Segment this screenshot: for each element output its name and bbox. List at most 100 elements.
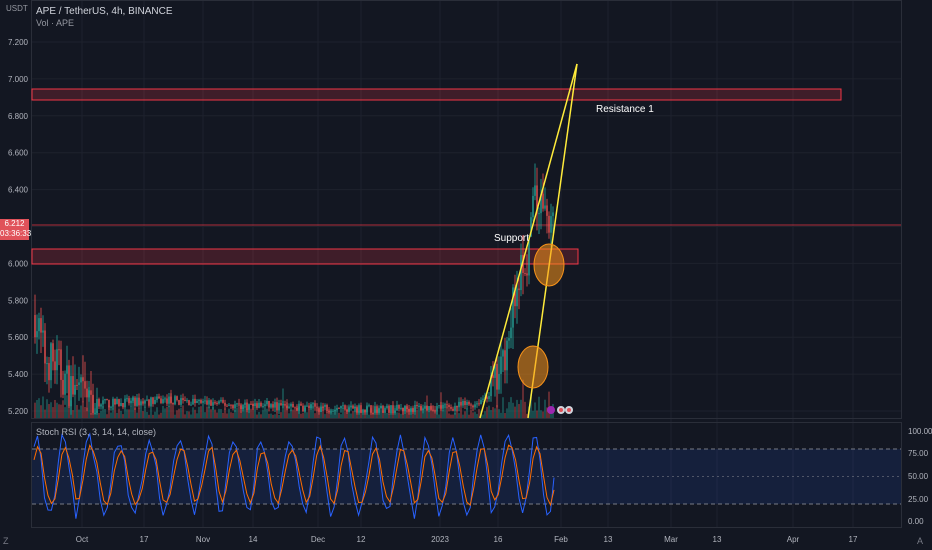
volume-bar: [326, 411, 328, 418]
volume-bar: [514, 406, 516, 418]
stoch-legend[interactable]: Stoch RSI (3, 3, 14, 14, close): [36, 427, 157, 437]
volume-bar: [336, 410, 338, 418]
candle-body: [390, 405, 392, 413]
candle-body: [388, 405, 390, 413]
volume-bar: [154, 411, 156, 418]
candle-body: [470, 404, 472, 406]
volume-bar: [436, 411, 438, 418]
volume-bar: [202, 406, 204, 418]
volume-bar: [540, 410, 542, 418]
candle-body: [156, 396, 158, 400]
candle-body: [126, 398, 128, 400]
candle-body: [366, 405, 368, 413]
candle-body: [398, 404, 400, 409]
candle-body: [304, 405, 306, 412]
volume-bar: [64, 407, 66, 418]
volume-bar: [102, 405, 104, 418]
volume-bar: [484, 411, 486, 418]
volume-bar: [384, 414, 386, 418]
price-candles: [34, 163, 554, 415]
candle-body: [284, 404, 286, 406]
candle-body: [410, 408, 412, 412]
zoom-icon[interactable]: Z: [3, 536, 9, 546]
volume-bar: [488, 405, 490, 418]
stoch-pane-border: [31, 422, 902, 528]
highlight-circle-lower[interactable]: [517, 345, 549, 389]
auto-scale-icon[interactable]: A: [917, 536, 924, 546]
candle-body: [66, 365, 68, 374]
volume-bar: [234, 410, 236, 418]
volume-bar: [372, 405, 374, 418]
candle-body: [472, 405, 474, 408]
resistance-zone[interactable]: [31, 88, 842, 101]
volume-bar: [516, 399, 518, 418]
resistance-label[interactable]: Resistance 1: [596, 104, 654, 115]
volume-bar: [148, 414, 150, 418]
stoch-axis[interactable]: 100.00 75.00 50.00 25.00 0.00: [908, 427, 932, 526]
candle-body: [120, 402, 122, 406]
volume-bar: [140, 409, 142, 418]
volume-bar: [114, 403, 116, 418]
volume-bar: [46, 399, 48, 418]
candle-body: [106, 398, 108, 400]
candle-body: [376, 406, 378, 413]
volume-bar: [228, 408, 230, 418]
volume-legend[interactable]: Vol · APE: [36, 18, 75, 28]
candle-body: [108, 399, 110, 408]
volume-bar: [126, 409, 128, 418]
volume-bar: [56, 402, 58, 418]
candle-body: [478, 403, 480, 405]
candle-body: [500, 356, 502, 374]
volume-bar: [190, 414, 192, 418]
highlight-circle-upper[interactable]: [533, 243, 565, 287]
candle-body: [550, 216, 552, 233]
volume-bar: [232, 413, 234, 418]
candle-body: [210, 400, 212, 406]
price-tick-label: 6.000: [8, 259, 29, 268]
symbol-title[interactable]: APE / TetherUS, 4h, BINANCE: [36, 6, 173, 17]
candle-body: [274, 402, 276, 408]
volume-bar: [482, 414, 484, 418]
volume-bar: [496, 405, 498, 418]
volume-bar: [310, 405, 312, 418]
trendline-left[interactable]: [479, 63, 578, 419]
volume-bar: [290, 409, 292, 418]
volume-bar: [526, 413, 528, 418]
volume-bar: [238, 405, 240, 418]
candle-body: [226, 405, 228, 407]
volume-bar: [54, 399, 56, 418]
candle-body: [520, 254, 522, 291]
volume-bar: [544, 399, 546, 418]
volume-bar: [60, 404, 62, 418]
volume-bar: [136, 412, 138, 418]
candle-body: [290, 403, 292, 407]
candle-body: [548, 215, 550, 233]
event-markers[interactable]: [547, 406, 573, 414]
candle-body: [422, 408, 424, 411]
price-tick-label: 5.600: [8, 333, 29, 342]
price-tick-label: 5.400: [8, 370, 29, 379]
candle-body: [52, 343, 54, 362]
candle-body: [368, 405, 370, 407]
support-label[interactable]: Support: [494, 233, 530, 244]
candle-body: [70, 376, 72, 407]
volume-bar: [288, 413, 290, 418]
volume-bar: [542, 411, 544, 418]
time-tick-label: 17: [849, 535, 858, 544]
volume-bar: [212, 406, 214, 418]
time-axis[interactable]: Oct 17 Nov 14 Dec 12 2023 16 Feb 13 Mar 13 Apr 17: [76, 535, 858, 544]
candle-body: [394, 410, 396, 413]
volume-bar: [220, 408, 222, 418]
candle-body: [310, 404, 312, 409]
support-zone[interactable]: [31, 248, 579, 265]
candle-body: [192, 398, 194, 405]
volume-bar: [142, 411, 144, 418]
candle-body: [236, 403, 238, 405]
candle-body: [440, 405, 442, 409]
volume-bar: [456, 406, 458, 418]
candle-body: [494, 363, 496, 378]
candle-body: [150, 397, 152, 406]
candle-body: [164, 398, 166, 400]
candle-body: [544, 205, 546, 209]
